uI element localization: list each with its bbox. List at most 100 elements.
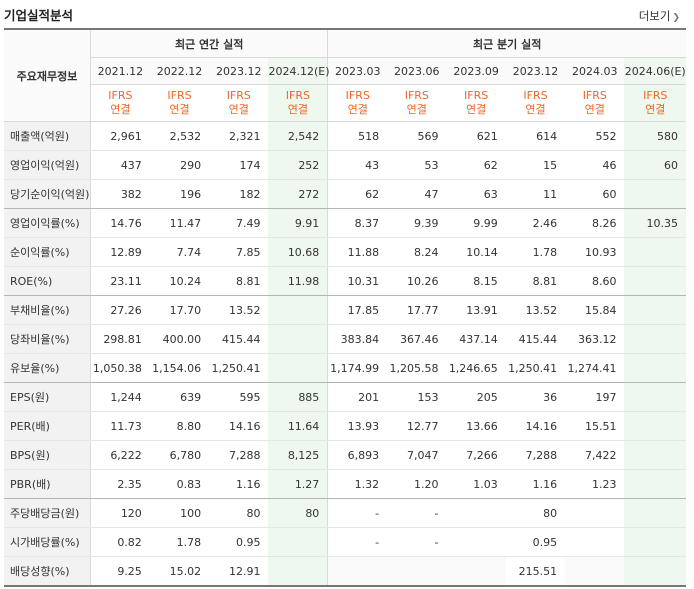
value-cell <box>268 527 328 557</box>
consolidated-label: 연결 <box>110 103 131 116</box>
row-label: 당좌비율(%) <box>4 324 91 354</box>
value-cell <box>565 498 625 528</box>
table-row: 당좌비율(%) 298.81 400.00 415.44 383.84 367.46 437… <box>4 324 686 354</box>
value-cell <box>624 266 686 296</box>
consolidated-label: 연결 <box>466 103 487 116</box>
value-cell: 80 <box>505 498 566 528</box>
value-cell: 8.15 <box>446 266 506 296</box>
value-cell: 7,288 <box>209 440 269 470</box>
value-cell: 0.82 <box>89 527 150 557</box>
value-cell: 12.77 <box>387 411 447 441</box>
value-cell: 13.66 <box>446 411 506 441</box>
value-cell <box>624 556 686 587</box>
value-cell: 182 <box>209 179 269 209</box>
value-cell: 1.23 <box>565 469 625 499</box>
more-label: 더보기 <box>638 9 671 23</box>
table-row: 영업이익(억원) 437 290 174 252 43 53 62 15 46 60 <box>4 150 686 180</box>
table-row: PER(배) 11.73 8.80 14.16 11.64 13.93 12.77 13.66… <box>4 411 686 441</box>
value-cell: 120 <box>89 498 150 528</box>
value-cell: 8.80 <box>149 411 210 441</box>
value-cell: 1,154.06 <box>149 353 210 383</box>
value-cell: 2,532 <box>149 121 210 151</box>
value-cell: 10.35 <box>624 208 686 238</box>
value-cell: 621 <box>446 121 506 151</box>
row-label: 매출액(억원) <box>4 121 91 151</box>
value-cell <box>624 179 686 209</box>
value-cell: 7.85 <box>209 237 269 267</box>
period-header: 2023.12 <box>209 57 269 85</box>
value-cell: 415.44 <box>505 324 566 354</box>
row-label: BPS(원) <box>4 440 91 470</box>
value-cell: - <box>327 527 388 557</box>
value-cell <box>624 382 686 412</box>
section-title: 기업실적분석 <box>4 8 74 23</box>
value-cell: 290 <box>149 150 210 180</box>
table-row: 배당성향(%) 9.25 15.02 12.91 215.51 <box>4 556 686 587</box>
value-cell: 62 <box>327 179 388 209</box>
period-header: 2023.03 <box>327 57 388 85</box>
value-cell: 8,125 <box>268 440 328 470</box>
value-cell: 1,244 <box>89 382 150 412</box>
value-cell: 8.24 <box>387 237 447 267</box>
value-cell: 197 <box>565 382 625 412</box>
value-cell: 43 <box>327 150 388 180</box>
value-cell: 383.84 <box>327 324 388 354</box>
value-cell: 6,780 <box>149 440 210 470</box>
more-link[interactable]: 더보기 ❯ <box>639 8 680 24</box>
table-row: 유보율(%) 1,050.38 1,154.06 1,250.41 1,174.99 1,… <box>4 353 686 383</box>
value-cell: 0.95 <box>505 527 566 557</box>
row-label: PBR(배) <box>4 469 91 499</box>
period-header: 2024.12(E) <box>268 57 330 85</box>
value-cell: 201 <box>327 382 388 412</box>
row-label: 배당성향(%) <box>4 556 91 587</box>
value-cell <box>268 556 328 587</box>
value-cell: 6,222 <box>89 440 150 470</box>
value-cell: 11 <box>505 179 566 209</box>
value-cell: 7,422 <box>565 440 625 470</box>
value-cell: 15.02 <box>149 556 210 587</box>
table-row: PBR(배) 2.35 0.83 1.16 1.27 1.32 1.20 1.03 1.16 1.… <box>4 469 686 499</box>
value-cell: - <box>387 527 447 557</box>
value-cell: 8.37 <box>327 208 388 238</box>
ifrs-badge: IFRS 연결 <box>268 84 328 122</box>
row-label: EPS(원) <box>4 382 91 412</box>
value-cell: 205 <box>446 382 506 412</box>
value-cell: 400.00 <box>149 324 210 354</box>
value-cell: 14.76 <box>89 208 150 238</box>
value-cell: 595 <box>209 382 269 412</box>
period-header: 2023.09 <box>446 57 506 85</box>
consolidated-label: 연결 <box>406 103 427 116</box>
row-label: 주당배당금(원) <box>4 498 91 528</box>
value-cell: 63 <box>446 179 506 209</box>
consolidated-label: 연결 <box>645 103 666 116</box>
value-cell: 10.14 <box>446 237 506 267</box>
value-cell: 1.16 <box>505 469 566 499</box>
ifrs-label: IFRS <box>108 89 133 102</box>
value-cell: 1,250.41 <box>505 353 566 383</box>
value-cell: 1.16 <box>209 469 269 499</box>
value-cell: 6,893 <box>327 440 388 470</box>
value-cell: 15.51 <box>565 411 625 441</box>
ifrs-badge: IFRS 연결 <box>209 84 269 122</box>
value-cell: 9.99 <box>446 208 506 238</box>
value-cell: 1.32 <box>327 469 388 499</box>
value-cell: 196 <box>149 179 210 209</box>
value-cell: 7.49 <box>209 208 269 238</box>
row-label: 영업이익률(%) <box>4 208 91 238</box>
value-cell: 8.26 <box>565 208 625 238</box>
value-cell: 252 <box>268 150 328 180</box>
value-cell: 46 <box>565 150 625 180</box>
value-cell: 415.44 <box>209 324 269 354</box>
value-cell: 13.52 <box>505 295 566 325</box>
value-cell <box>446 527 506 557</box>
value-cell: 53 <box>387 150 447 180</box>
value-cell <box>624 295 686 325</box>
value-cell: 60 <box>624 150 686 180</box>
period-header: 2024.06(E) <box>624 57 686 85</box>
value-cell: 1,246.65 <box>446 353 506 383</box>
ifrs-label: IFRS <box>643 89 668 102</box>
value-cell <box>624 469 686 499</box>
value-cell: 1.20 <box>387 469 447 499</box>
value-cell <box>624 440 686 470</box>
value-cell: 10.26 <box>387 266 447 296</box>
